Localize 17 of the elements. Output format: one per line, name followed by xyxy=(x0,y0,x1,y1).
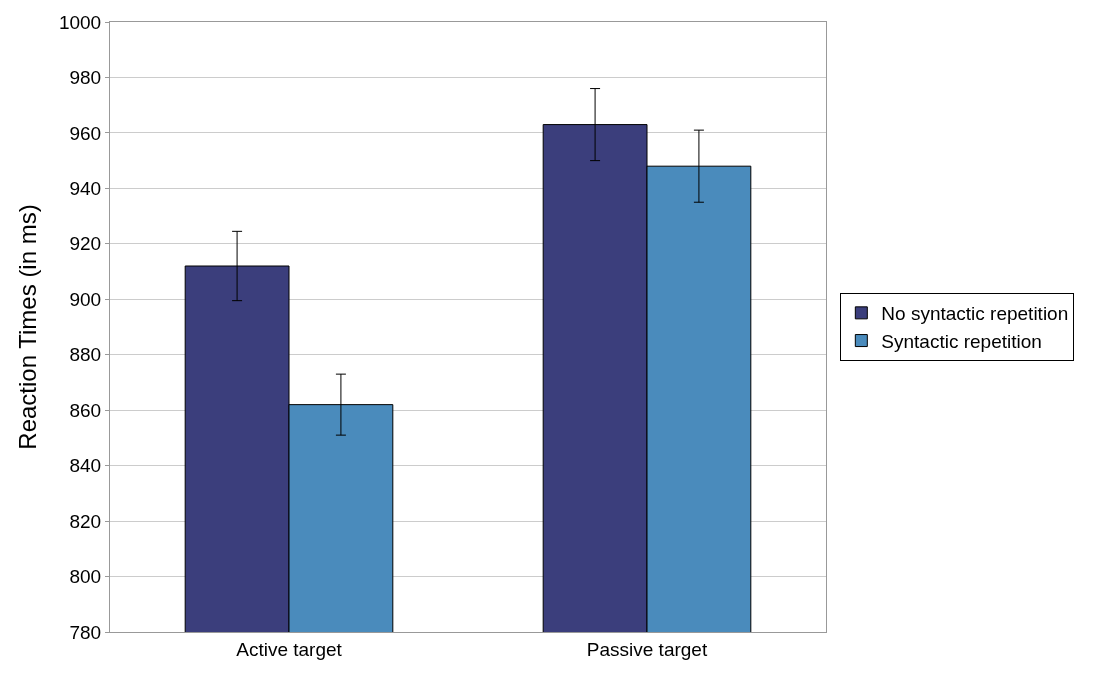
y-tick-label: 880 xyxy=(69,344,102,366)
x-tick-label: Passive target xyxy=(586,638,708,660)
y-tick-label: 900 xyxy=(69,288,102,310)
y-tick-label: 920 xyxy=(69,233,102,255)
legend-label: Syntactic repetition xyxy=(881,330,1042,352)
y-tick-label: 940 xyxy=(69,178,102,200)
y-tick-label: 960 xyxy=(69,122,102,144)
y-tick-label: 860 xyxy=(69,399,102,421)
y-tick-label: 780 xyxy=(69,621,102,643)
y-tick-label: 840 xyxy=(69,455,102,477)
y-tick-label: 980 xyxy=(69,67,102,89)
x-tick-label: Active target xyxy=(236,638,343,660)
y-tick-label: 800 xyxy=(69,566,102,588)
legend-label: No syntactic repetition xyxy=(881,303,1069,325)
y-tick-label: 820 xyxy=(69,510,102,532)
y-tick-label: 1000 xyxy=(58,11,102,33)
y-axis-title: Reaction Times (in ms) xyxy=(14,204,42,450)
